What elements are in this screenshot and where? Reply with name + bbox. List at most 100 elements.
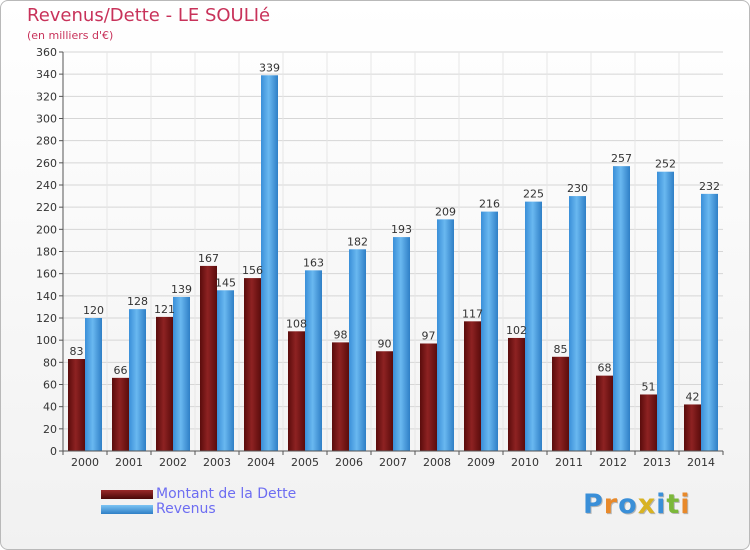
y-tick-label: 340 [36,68,57,81]
x-tick-label: 2001 [115,456,143,469]
data-label-revenue: 128 [127,295,148,308]
y-tick-label: 280 [36,135,57,148]
data-label-debt: 156 [242,264,263,277]
x-tick-label: 2010 [511,456,539,469]
bar-debt [640,394,657,451]
x-tick-label: 2006 [335,456,363,469]
y-tick-label: 100 [36,334,57,347]
data-label-revenue: 257 [611,152,632,165]
logo-letter: o [618,489,638,520]
logo-letter: t [666,489,681,520]
x-tick-label: 2004 [247,456,275,469]
legend-swatch-revenue [101,505,153,514]
y-tick-label: 140 [36,290,57,303]
data-label-debt: 42 [686,390,700,403]
data-label-revenue: 163 [303,256,324,269]
y-tick-label: 260 [36,157,57,170]
x-tick-label: 2000 [71,456,99,469]
data-label-revenue: 193 [391,223,412,236]
logo-letter: P [583,489,604,520]
data-label-revenue: 182 [347,235,368,248]
x-tick-label: 2009 [467,456,495,469]
y-tick-label: 160 [36,268,57,281]
x-tick-label: 2003 [203,456,231,469]
y-tick-label: 200 [36,223,57,236]
bar-revenue [613,166,630,452]
y-tick-label: 220 [36,201,57,214]
bar-debt [200,265,217,451]
chart-title: Revenus/Dette - LE SOULIé [27,5,271,26]
data-label-debt: 121 [154,303,175,316]
bar-debt [288,331,305,451]
legend-label-revenue: Revenus [156,501,216,517]
y-tick-label: 300 [36,113,57,126]
data-label-revenue: 139 [171,283,192,296]
proxiti-logo: Proxiti [583,489,691,520]
legend-label-debt: Montant de la Dette [156,486,297,502]
chart-subtitle: (en milliers d'€) [27,29,114,42]
y-tick-label: 320 [36,90,57,103]
y-tick-label: 180 [36,246,57,259]
data-label-revenue: 209 [435,205,456,218]
bar-debt [684,404,701,451]
y-tick-label: 60 [43,379,57,392]
x-tick-label: 2013 [643,456,671,469]
bar-revenue [437,219,454,451]
data-label-revenue: 252 [655,158,676,171]
data-label-revenue: 145 [215,276,236,289]
logo-letter: i [656,489,667,520]
bar-debt [332,342,349,451]
logo-letter: x [637,489,657,520]
data-label-debt: 167 [198,252,219,265]
bar-revenue [261,75,278,452]
data-label-debt: 102 [506,324,527,337]
data-label-debt: 108 [286,317,307,330]
bar-revenue [349,249,366,451]
bar-revenue [305,270,322,451]
bar-revenue [85,318,102,451]
data-label-debt: 68 [598,362,612,375]
bar-revenue [217,290,234,451]
data-label-revenue: 232 [699,180,720,193]
y-tick-label: 40 [43,401,57,414]
bar-revenue [657,171,674,451]
data-label-revenue: 216 [479,198,500,211]
bar-debt [508,337,525,451]
bar-revenue [481,211,498,451]
bar-debt [464,321,481,451]
data-label-debt: 66 [114,364,128,377]
bar-debt [156,316,173,451]
logo-letter: r [603,489,619,520]
bar-revenue [393,237,410,451]
y-tick-label: 120 [36,312,57,325]
logo-letter: i [680,489,691,520]
data-label-debt: 83 [70,345,84,358]
data-label-debt: 98 [334,328,348,341]
data-label-revenue: 225 [523,188,544,201]
bar-debt [376,351,393,451]
bar-debt [420,343,437,451]
bar-debt [68,359,85,451]
data-label-debt: 90 [378,337,392,350]
x-tick-label: 2005 [291,456,319,469]
data-label-debt: 85 [554,343,568,356]
y-tick-label: 20 [43,423,57,436]
x-tick-label: 2008 [423,456,451,469]
y-tick-label: 360 [36,46,57,59]
bar-revenue [569,196,586,451]
bar-debt [596,375,613,451]
bar-debt [552,356,569,451]
data-label-revenue: 230 [567,182,588,195]
x-tick-label: 2012 [599,456,627,469]
x-tick-label: 2002 [159,456,187,469]
bar-revenue [525,201,542,451]
data-label-revenue: 120 [83,304,104,317]
data-label-debt: 97 [422,329,436,342]
bar-debt [112,377,129,451]
bar-revenue [129,309,146,451]
x-tick-label: 2011 [555,456,583,469]
x-tick-label: 2007 [379,456,407,469]
data-label-debt: 117 [462,307,483,320]
